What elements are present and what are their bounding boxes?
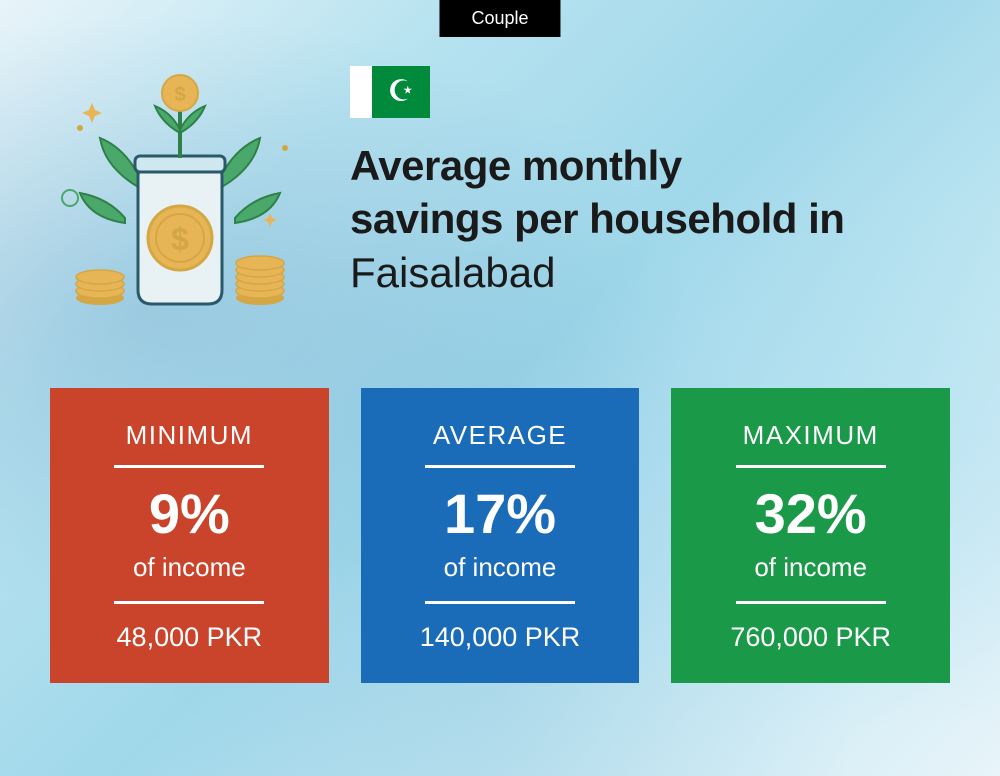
card-subtext: of income — [74, 552, 305, 583]
card-subtext: of income — [385, 552, 616, 583]
card-percent: 32% — [695, 486, 926, 542]
savings-illustration: $ $ — [50, 58, 310, 318]
card-label: AVERAGE — [385, 420, 616, 451]
title-line-2: savings per household in — [350, 193, 844, 246]
maximum-card: MAXIMUM 32% of income 760,000 PKR — [671, 388, 950, 683]
card-amount: 48,000 PKR — [74, 622, 305, 653]
divider — [736, 465, 886, 468]
stats-cards-container: MINIMUM 9% of income 48,000 PKR AVERAGE … — [50, 388, 950, 683]
average-card: AVERAGE 17% of income 140,000 PKR — [361, 388, 640, 683]
flag-white-stripe — [350, 66, 372, 118]
title-city: Faisalabad — [350, 245, 844, 302]
svg-text:$: $ — [171, 221, 189, 257]
card-label: MAXIMUM — [695, 420, 926, 451]
tab-label: Couple — [471, 8, 528, 28]
card-label: MINIMUM — [74, 420, 305, 451]
divider — [114, 601, 264, 604]
divider — [736, 601, 886, 604]
jar-plant-svg: $ $ — [50, 58, 310, 318]
svg-text:$: $ — [174, 84, 185, 106]
title-area: ☪ Average monthly savings per household … — [350, 58, 844, 302]
divider — [114, 465, 264, 468]
title-line-1: Average monthly — [350, 140, 844, 193]
card-amount: 760,000 PKR — [695, 622, 926, 653]
card-subtext: of income — [695, 552, 926, 583]
card-amount: 140,000 PKR — [385, 622, 616, 653]
card-percent: 9% — [74, 486, 305, 542]
minimum-card: MINIMUM 9% of income 48,000 PKR — [50, 388, 329, 683]
divider — [425, 465, 575, 468]
card-percent: 17% — [385, 486, 616, 542]
pakistan-flag-icon: ☪ — [350, 66, 430, 118]
flag-green-field: ☪ — [372, 66, 430, 118]
divider — [425, 601, 575, 604]
category-tab: Couple — [439, 0, 560, 37]
flag-crescent-icon: ☪ — [388, 77, 415, 107]
header-section: $ $ ☪ Average monthly savings per househ… — [50, 58, 844, 318]
